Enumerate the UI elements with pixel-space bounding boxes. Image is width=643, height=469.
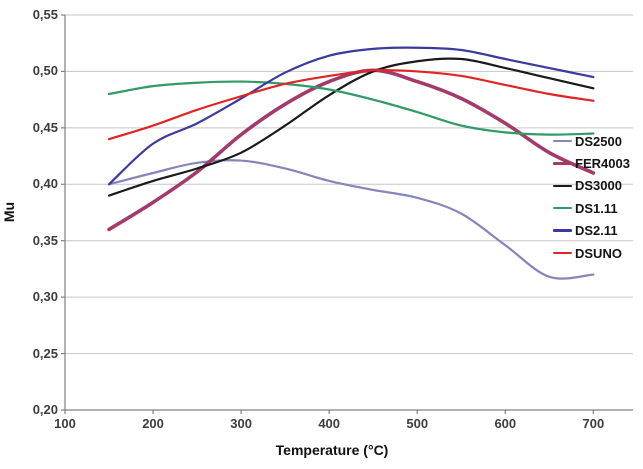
legend-item: FER4003: [553, 153, 630, 173]
legend-label: FER4003: [575, 155, 630, 171]
y-tick-label: 0,55: [32, 7, 58, 22]
legend-item: DSUNO: [553, 243, 622, 263]
x-tick-label: 200: [142, 416, 164, 431]
y-tick-label: 0,30: [32, 289, 58, 305]
y-tick-label: 0,25: [32, 345, 58, 361]
y-tick-label: 0,50: [32, 63, 58, 79]
y-axis-title: Mu: [1, 201, 17, 223]
legend-line-sample: [553, 206, 572, 210]
x-axis-title: Temperature (°C): [275, 442, 389, 458]
y-tick-label: 0,40: [32, 176, 58, 192]
legend-line-sample: [553, 139, 572, 143]
x-tick-label: 100: [54, 416, 76, 431]
legend-item: DS2500: [553, 131, 622, 151]
y-tick-label: 0,35: [32, 232, 58, 248]
y-tick-label: 0,20: [32, 402, 58, 417]
y-tick-label: 0,45: [32, 119, 58, 135]
legend-line-sample: [553, 184, 572, 188]
legend-item: DS1.11: [553, 198, 618, 218]
x-tick-label: 700: [582, 416, 605, 431]
x-tick-label: 500: [406, 416, 429, 431]
legend-label: DSUNO: [575, 245, 622, 261]
legend-label: DS3000: [575, 178, 622, 194]
legend-line-sample: [553, 161, 572, 166]
legend-label: DS2.11: [575, 223, 618, 239]
legend-item: DS2.11: [553, 221, 618, 241]
legend-line-sample: [553, 229, 572, 232]
legend-label: DS2500: [575, 133, 622, 149]
x-tick-label: 600: [494, 416, 517, 431]
x-tick-label: 300: [230, 416, 252, 431]
legend-line-sample: [553, 251, 572, 255]
legend-item: DS3000: [553, 176, 622, 196]
x-tick-label: 400: [318, 416, 341, 431]
legend-label: DS1.11: [575, 200, 618, 216]
